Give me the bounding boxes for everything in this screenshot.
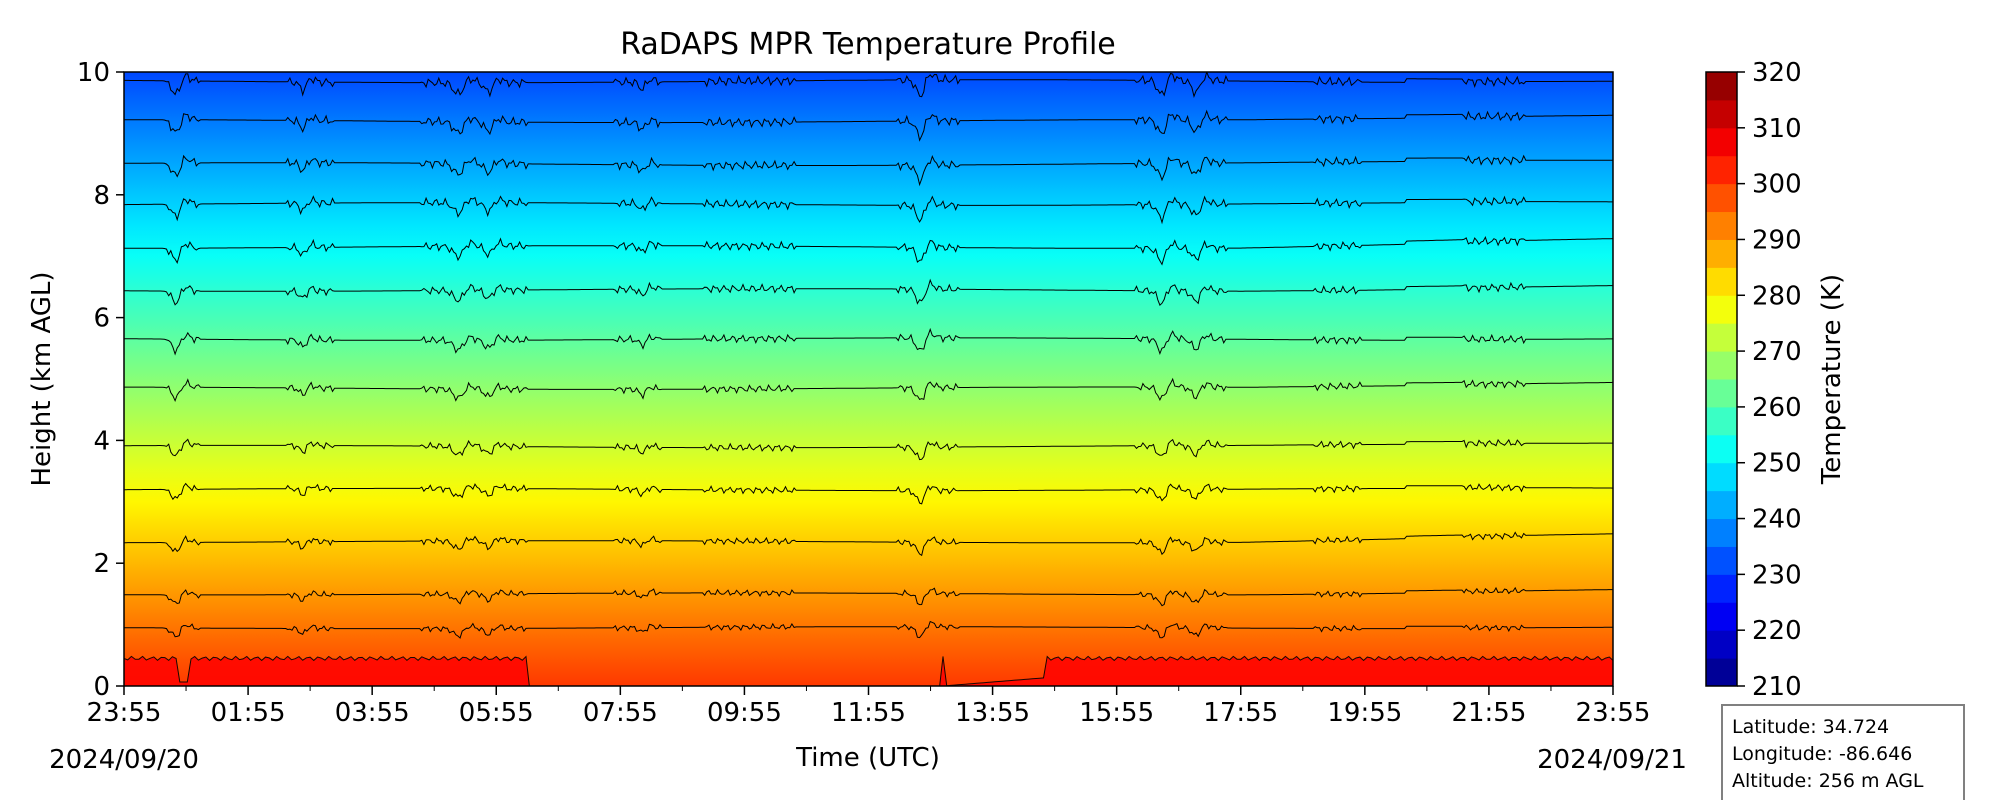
colorbar-band xyxy=(1706,434,1737,464)
colorbar-band xyxy=(1706,630,1737,659)
colorbar-band xyxy=(1706,546,1737,575)
colorbar: 210 220 230 240 250 260 270 280 290 300 310 320 xyxy=(1705,58,1802,702)
x-axis: 23:55 01:55 03:55 05:55 07:55 09:55 11:55 13:55… xyxy=(87,686,1651,728)
colorbar-band xyxy=(1706,155,1737,185)
colorbar-band xyxy=(1706,323,1737,352)
contour-line xyxy=(124,531,1613,557)
chart-title: RaDAPS MPR Temperature Profile xyxy=(620,27,1116,62)
contour-line xyxy=(124,586,1613,607)
x-tick-label: 05:55 xyxy=(459,698,534,728)
colorbar-tick-label: 210 xyxy=(1752,672,1802,702)
y-axis-label: Height (km AGL) xyxy=(27,271,57,486)
contour-lines xyxy=(124,72,1613,686)
end-date-label: 2024/09/21 xyxy=(1537,745,1687,775)
colorbar-tick-label: 310 xyxy=(1752,114,1802,144)
colorbar-band xyxy=(1706,490,1737,520)
y-axis: 0 2 4 6 8 10 xyxy=(77,58,124,702)
colorbar-band xyxy=(1706,183,1737,213)
x-tick-label: 17:55 xyxy=(1203,698,1278,728)
colorbar-label: Temperature (K) xyxy=(1817,274,1847,485)
colorbar-tick-label: 240 xyxy=(1752,505,1802,535)
x-tick-label: 19:55 xyxy=(1327,698,1402,728)
latitude-text: Latitude: 34.724 xyxy=(1732,716,1889,738)
colorbar-band xyxy=(1706,295,1737,324)
x-tick-label: 21:55 xyxy=(1451,698,1526,728)
colorbar-tick-label: 320 xyxy=(1752,58,1802,88)
longitude-text: Longitude: -86.646 xyxy=(1732,743,1912,765)
x-tick-label: 15:55 xyxy=(1079,698,1154,728)
contour-line xyxy=(124,438,1613,461)
colorbar-band xyxy=(1706,574,1737,603)
x-tick-label: 11:55 xyxy=(831,698,906,728)
contour-line xyxy=(124,377,1613,403)
x-tick-label: 23:55 xyxy=(87,698,162,728)
y-tick-label: 0 xyxy=(93,672,110,702)
colorbar-band xyxy=(1706,211,1737,240)
start-date-label: 2024/09/20 xyxy=(49,745,199,775)
contour-line xyxy=(124,278,1613,306)
colorbar-tick-label: 220 xyxy=(1752,616,1802,646)
x-tick-label: 09:55 xyxy=(707,698,782,728)
x-tick-label: 01:55 xyxy=(211,698,286,728)
temperature-field xyxy=(124,72,1613,686)
contour-line xyxy=(124,236,1613,266)
x-axis-label: Time (UTC) xyxy=(795,743,940,773)
colorbar-band xyxy=(1706,379,1737,408)
x-tick-label: 07:55 xyxy=(583,698,658,728)
colorbar-tick-label: 300 xyxy=(1752,170,1802,200)
x-tick-label: 13:55 xyxy=(955,698,1030,728)
contour-line xyxy=(124,482,1613,505)
colorbar-band xyxy=(1706,658,1737,687)
station-info-box: Latitude: 34.724 Longitude: -86.646 Alti… xyxy=(1721,704,1965,800)
colorbar-tick-label: 290 xyxy=(1752,225,1802,255)
y-tick-label: 8 xyxy=(93,181,110,211)
contour-line xyxy=(124,620,1613,639)
colorbar-band xyxy=(1706,99,1737,129)
colorbar-tick-label: 280 xyxy=(1752,281,1802,311)
y-tick-label: 10 xyxy=(77,58,110,88)
contour-line xyxy=(124,195,1613,225)
x-tick-label: 03:55 xyxy=(335,698,410,728)
colorbar-band xyxy=(1706,351,1737,380)
contour-line xyxy=(124,154,1613,187)
contour-line xyxy=(124,72,1613,98)
altitude-text: Altitude: 256 m AGL xyxy=(1732,770,1924,792)
y-tick-label: 6 xyxy=(93,304,110,334)
plot-area xyxy=(123,71,1614,687)
colorbar-tick-label: 250 xyxy=(1752,449,1802,479)
colorbar-band xyxy=(1706,462,1737,492)
colorbar-band xyxy=(1706,602,1737,631)
colorbar-band xyxy=(1706,518,1737,547)
colorbar-band xyxy=(1706,239,1737,268)
surface-warm-layer xyxy=(124,655,1613,686)
colorbar-tick-label: 260 xyxy=(1752,393,1802,423)
contour-line xyxy=(124,327,1613,356)
y-tick-label: 4 xyxy=(93,426,110,456)
contour-line xyxy=(124,109,1613,142)
colorbar-band xyxy=(1706,72,1737,101)
colorbar-band xyxy=(1706,267,1737,296)
colorbar-band xyxy=(1706,406,1737,436)
colorbar-frame xyxy=(1705,71,1738,687)
colorbar-band xyxy=(1706,127,1737,157)
y-tick-label: 2 xyxy=(93,549,110,579)
x-tick-label: 23:55 xyxy=(1576,698,1651,728)
colorbar-tick-label: 230 xyxy=(1752,560,1802,590)
colorbar-tick-label: 270 xyxy=(1752,337,1802,367)
